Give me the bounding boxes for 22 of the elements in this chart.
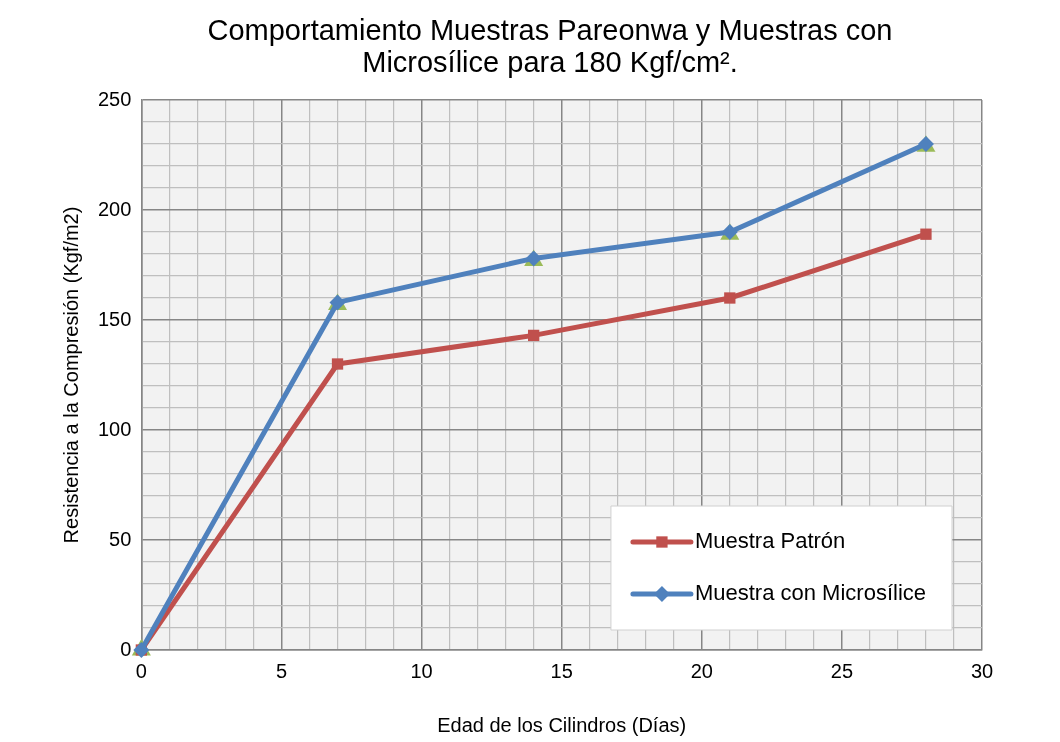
x-tick-label: 15 [550,659,573,682]
x-tick-label: 30 [970,659,994,682]
y-tick-label: 50 [109,527,132,550]
y-tick-label: 0 [120,637,132,660]
x-tick-label: 10 [410,659,433,682]
x-axis-title: Edad de los Cilindros (Días) [437,713,687,736]
legend-label: Muestra Patrón [694,528,846,554]
x-tick-label: 0 [135,659,147,682]
x-tick-label: 5 [275,659,288,682]
x-tick-label: 20 [690,659,713,682]
point [724,292,736,304]
y-tick-label: 200 [97,197,132,220]
point [528,329,540,342]
y-tick-label: 150 [97,307,132,330]
legend-label: Muestra con Microsílice [694,580,927,606]
y-tick-label: 100 [97,417,132,440]
y-axis-title: Resistencia a la Compresión (Kgf/m2) [59,206,82,544]
point [331,358,344,370]
y-tick-label: 250 [97,87,132,110]
point [920,228,932,240]
chart-title: Comportamiento Muestras Pareonwa y Muestras con Microsílice para 180 Kgf/cm². [206,14,894,78]
x-tick-label: 25 [830,659,854,682]
